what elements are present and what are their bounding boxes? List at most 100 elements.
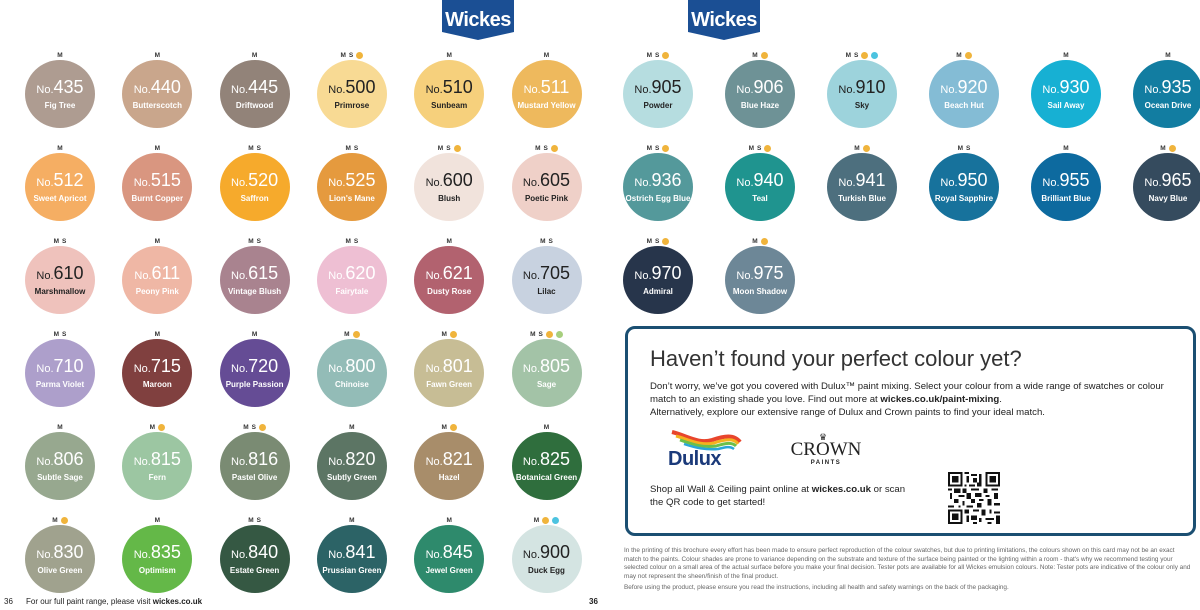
qr-code-icon[interactable] (948, 472, 1000, 524)
swatch-code: 435 (53, 77, 84, 97)
colour-swatch: M No.920 Beach Hut (926, 50, 1002, 138)
finish-badges: M (509, 50, 585, 60)
swatch-number: No.950 (940, 171, 987, 192)
swatch-circle: No.906 Blue Haze (725, 60, 795, 128)
colour-swatch: M S No.620 Fairytale (314, 236, 390, 324)
finish-badge: M (248, 516, 254, 524)
swatch-circle: No.705 Lilac (511, 246, 582, 314)
swatch-number: No.920 (940, 78, 987, 99)
colour-swatch: M No.906 Blue Haze (722, 50, 798, 138)
swatch-name: Mustard Yellow (517, 101, 576, 110)
colour-swatch: M No.900 Duck Egg (509, 515, 585, 603)
finish-badge: S (854, 51, 859, 59)
left-page: Wickes M No.435 Fig Tree M No.440 Butterscotc… (4, 0, 598, 606)
finish-badge: M (446, 237, 452, 245)
colour-swatch: M S No.605 Poetic Pink (509, 143, 585, 231)
finish-badge: S (251, 423, 256, 431)
finish-badges: M (1130, 143, 1200, 153)
swatch-number: No.816 (231, 450, 278, 471)
swatch-code: 610 (53, 263, 84, 283)
swatch-code: 805 (540, 356, 571, 376)
swatch-code: 515 (150, 170, 181, 190)
number-prefix: No. (736, 84, 754, 96)
swatch-name: Blue Haze (740, 101, 780, 110)
finish-badge: M (154, 330, 160, 338)
promo-body: Don’t worry, we’ve got you covered with … (650, 380, 1180, 419)
swatch-name: Turkish Blue (838, 194, 886, 203)
swatch-code: 920 (957, 77, 988, 97)
dulux-swirl-icon (671, 430, 742, 451)
swatch-number: No.511 (524, 78, 570, 99)
swatch-circle: No.512 Sweet Apricot (25, 153, 95, 221)
swatch-name: Optimism (138, 566, 176, 575)
swatch-number: No.800 (328, 357, 375, 378)
finish-badge: M (340, 51, 346, 59)
number-prefix: No. (1144, 177, 1162, 189)
finish-badge: M (149, 423, 155, 431)
finish-badge: M (243, 423, 249, 431)
number-prefix: No. (133, 177, 151, 189)
swatch-name: Primrose (334, 101, 370, 110)
swatch-number: No.820 (328, 450, 375, 471)
swatch-number: No.605 (523, 171, 570, 192)
finish-badge: M (533, 516, 540, 524)
finish-badge: S (62, 237, 67, 245)
swatch-code: 941 (855, 170, 886, 190)
swatch-code: 820 (345, 449, 376, 469)
finish-badge: M (1160, 144, 1166, 152)
number-prefix: No. (522, 549, 541, 561)
colour-swatch: M No.611 Peony Pink (119, 236, 195, 324)
number-prefix: No. (133, 456, 151, 468)
colour-swatch: M S No.805 Sage (509, 329, 585, 417)
swatch-circle: No.435 Fig Tree (25, 60, 95, 128)
orange-dot-icon (158, 423, 165, 431)
paint-mixing-link[interactable]: wickes.co.uk/paint-mixing (880, 394, 1000, 405)
dulux-logo: Dulux (668, 430, 746, 470)
swatch-circle: No.715 Maroon (122, 339, 193, 407)
number-prefix: No. (231, 270, 249, 282)
number-prefix: No. (736, 177, 754, 189)
swatch-circle: No.845 Jewel Green (414, 525, 485, 593)
colour-swatch: M S No.970 Admiral (620, 236, 696, 324)
swatch-circle: No.830 Olive Green (25, 525, 95, 593)
footer-link[interactable]: wickes.co.uk (152, 597, 203, 606)
orange-dot-icon (662, 144, 670, 152)
finish-badges: M (119, 329, 195, 339)
swatch-name: Beach Hut (944, 101, 984, 110)
finish-badge: M (57, 51, 63, 59)
number-prefix: No. (634, 270, 652, 282)
swatch-name: Prussian Green (322, 566, 382, 575)
right-page: Wickes M S No.905 Powder M No.906 Blue Haze M S N… (600, 0, 1200, 610)
swatch-circle: No.615 Vintage Blush (219, 246, 290, 314)
colour-swatch: M No.841 Prussian Green (314, 515, 390, 603)
safety-warning-text: Before using the product, please ensure … (624, 584, 1009, 592)
swatch-name: Hazel (438, 473, 460, 482)
swatch-number: No.620 (328, 264, 375, 285)
swatch-code: 510 (442, 77, 473, 97)
finish-badge: M (53, 237, 60, 245)
swatch-code: 910 (855, 77, 886, 97)
finish-badge: M (248, 237, 254, 245)
finish-badge: S (353, 237, 359, 245)
swatch-circle: No.800 Chinoise (316, 339, 387, 407)
colour-swatch: M No.801 Fawn Green (411, 329, 487, 417)
swatch-number: No.510 (426, 78, 473, 99)
swatch-name: Navy Blue (1148, 194, 1188, 203)
number-prefix: No. (133, 549, 151, 561)
swatch-circle: No.611 Peony Pink (122, 246, 193, 314)
number-prefix: No. (231, 177, 249, 189)
finish-badges: M (119, 143, 195, 153)
finish-badge: M (543, 51, 550, 59)
swatch-circle: No.905 Powder (623, 60, 693, 128)
number-prefix: No. (328, 456, 346, 468)
colour-swatch: M No.845 Jewel Green (411, 515, 487, 603)
finish-badge: M (540, 237, 546, 245)
shop-link[interactable]: wickes.co.uk (811, 484, 871, 495)
swatch-name: Fig Tree (44, 101, 76, 110)
crown-subtext: PAINTS (810, 460, 842, 466)
finish-badges: M (217, 329, 293, 339)
